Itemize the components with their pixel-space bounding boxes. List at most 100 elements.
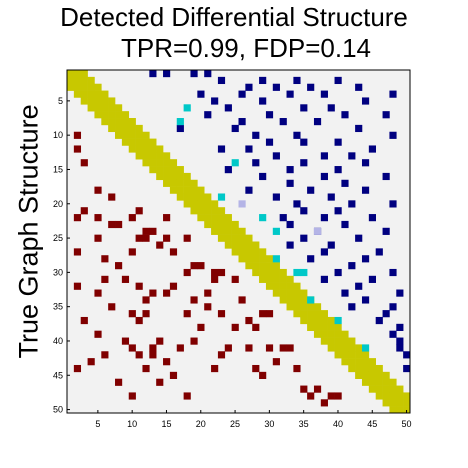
true-edge-cell	[265, 310, 274, 318]
diagonal-cell	[272, 268, 280, 277]
diagonal-cell	[169, 179, 178, 187]
diagonal-cell	[252, 248, 260, 256]
detected-edge-cell	[238, 90, 246, 98]
diagonal-cell	[313, 303, 322, 311]
x-tick-label: 25	[230, 419, 240, 429]
diagonal-cell	[108, 104, 116, 112]
diagonal-cell	[259, 248, 267, 256]
true-edge-cell	[217, 351, 226, 359]
diagonal-cell	[87, 76, 95, 85]
true-edge-cell	[190, 296, 198, 304]
diagonal-cell	[67, 83, 75, 91]
false-positive-cell	[272, 255, 280, 263]
diagonal-cell	[265, 282, 274, 290]
diagonal-cell	[307, 316, 315, 325]
detected-edge-cell	[368, 275, 376, 283]
true-edge-cell	[211, 364, 219, 373]
diagonal-cell	[211, 227, 219, 235]
diagonal-cell	[121, 118, 130, 126]
diagonal-cell	[320, 330, 328, 338]
diagonal-cell	[238, 241, 246, 249]
diagonal-cell	[67, 70, 75, 78]
diagonal-cell	[163, 152, 171, 160]
true-edge-cell	[149, 344, 157, 352]
true-edge-cell	[80, 316, 88, 325]
diagonal-cell	[320, 323, 328, 331]
true-edge-cell	[73, 364, 82, 373]
true-edge-cell	[94, 330, 102, 338]
diagonal-cell	[101, 97, 109, 105]
diagonal-cell	[259, 275, 267, 283]
diagonal-cell	[176, 186, 184, 194]
detected-edge-cell	[396, 344, 404, 352]
diagonal-cell	[211, 220, 219, 229]
detected-edge-cell	[245, 186, 253, 194]
diagonal-cell	[115, 124, 123, 133]
diagonal-cell	[224, 227, 232, 235]
diagonal-cell	[149, 152, 157, 160]
diagonal-cell	[307, 323, 315, 331]
diagonal-cell	[368, 385, 376, 393]
diagonal-cell	[87, 90, 95, 98]
detected-edge-cell	[361, 97, 370, 105]
diagonal-cell	[238, 255, 246, 263]
diagonal-cell	[307, 303, 315, 311]
diagonal-cell	[73, 70, 82, 78]
diagonal-cell	[334, 337, 342, 345]
detected-edge-cell	[252, 131, 260, 139]
diagonal-cell	[279, 289, 287, 297]
detected-edge-cell	[307, 83, 315, 91]
detected-edge-cell	[224, 166, 232, 174]
diagonal-cell	[115, 104, 123, 112]
detected-edge-cell	[259, 97, 267, 105]
diagonal-cell	[327, 316, 335, 325]
diagonal-cell	[163, 172, 171, 181]
diagonal-cell	[156, 172, 164, 181]
true-edge-cell	[327, 392, 335, 400]
detected-edge-cell	[265, 138, 274, 146]
detected-edge-cell	[320, 248, 328, 256]
diagonal-cell	[80, 76, 88, 85]
diagonal-cell	[190, 186, 198, 194]
detected-edge-cell	[286, 90, 294, 98]
diagonal-cell	[361, 378, 370, 386]
diagonal-cell	[176, 166, 184, 174]
diagonal-cell	[348, 358, 356, 366]
diagonal-cell	[368, 358, 376, 366]
diagonal-cell	[231, 248, 239, 256]
diagonal-cell	[293, 310, 301, 318]
y-tick-label: 45	[53, 370, 63, 380]
diagonal-cell	[211, 207, 219, 215]
diagonal-cell	[149, 138, 157, 146]
false-positive-cell	[307, 296, 315, 304]
true-edge-cell	[128, 248, 136, 256]
true-edge-cell	[108, 193, 116, 201]
diagonal-cell	[217, 234, 226, 242]
x-tick-label: 45	[367, 419, 377, 429]
false-positive-cell	[231, 159, 239, 167]
true-edge-cell	[252, 364, 260, 373]
detected-edge-cell	[286, 166, 294, 174]
diagonal-cell	[300, 303, 308, 311]
diagonal-cell	[396, 399, 404, 407]
diagonal-cell	[382, 399, 390, 407]
detected-edge-cell	[368, 145, 376, 153]
diagonal-cell	[252, 255, 260, 263]
diagonal-cell	[101, 118, 109, 126]
detected-edge-cell	[279, 118, 287, 126]
detected-edge-cell	[217, 76, 226, 85]
diagonal-cell	[115, 131, 123, 139]
diagonal-cell	[238, 227, 246, 235]
diagonal-cell	[94, 97, 102, 105]
detected-edge-cell	[259, 76, 267, 85]
detected-edge-cell	[348, 262, 356, 270]
diagonal-cell	[348, 351, 356, 359]
true-edge-cell	[128, 344, 136, 352]
true-edge-cell	[190, 262, 198, 270]
diagonal-cell	[176, 193, 184, 201]
diagonal-cell	[87, 104, 95, 112]
diagonal-cell	[156, 145, 164, 153]
true-edge-cell	[128, 310, 136, 318]
true-edge-cell	[73, 131, 82, 139]
